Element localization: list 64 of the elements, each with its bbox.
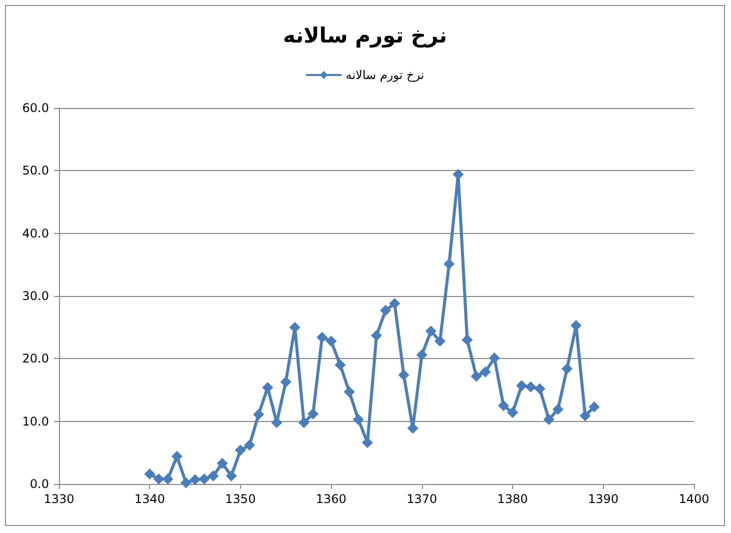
point xyxy=(334,359,346,370)
point xyxy=(543,414,554,425)
point xyxy=(462,334,473,346)
point xyxy=(507,407,518,418)
point xyxy=(498,400,509,412)
point xyxy=(253,408,264,420)
point xyxy=(516,380,528,392)
point xyxy=(244,440,255,451)
point xyxy=(398,369,410,380)
point xyxy=(425,326,436,337)
point xyxy=(452,168,464,180)
point xyxy=(470,370,482,382)
point xyxy=(316,332,328,343)
point xyxy=(534,383,546,394)
point xyxy=(389,298,400,310)
point xyxy=(362,437,373,448)
y-tick-label: 30.0 xyxy=(22,289,49,303)
point xyxy=(180,477,192,488)
y-tick-label: 60.0 xyxy=(22,101,49,115)
point xyxy=(434,336,446,347)
point xyxy=(552,404,564,415)
y-tick-label: 50.0 xyxy=(22,164,49,178)
point xyxy=(190,474,201,486)
point xyxy=(153,473,164,484)
point xyxy=(144,468,156,480)
x-tick-label: 1360 xyxy=(316,492,346,506)
point xyxy=(326,336,337,347)
point xyxy=(416,349,428,360)
point xyxy=(308,408,318,420)
point xyxy=(352,414,364,425)
point xyxy=(198,473,210,484)
y-tick-label: 10.0 xyxy=(22,414,49,428)
point xyxy=(171,450,182,462)
chart-title: نرخ تورم سالانه xyxy=(282,24,448,48)
point xyxy=(162,473,174,484)
x-tick-label: 1330 xyxy=(44,492,74,506)
y-tick-label: 0.0 xyxy=(30,477,49,491)
x-tick-label: 1380 xyxy=(497,492,528,506)
x-tick-label: 1370 xyxy=(406,492,438,506)
point xyxy=(298,417,310,428)
legend-label: نرخ تورم سالانه xyxy=(346,68,424,82)
point xyxy=(570,320,582,331)
point xyxy=(480,366,491,378)
point xyxy=(208,470,219,482)
x-tick-label: 1350 xyxy=(225,492,256,506)
point xyxy=(588,401,600,412)
x-tick-label: 1400 xyxy=(678,492,710,506)
point xyxy=(580,410,591,422)
point xyxy=(371,330,382,341)
point xyxy=(289,322,300,333)
point xyxy=(525,381,536,392)
y-tick-label: 40.0 xyxy=(22,226,49,240)
point xyxy=(226,470,237,482)
point xyxy=(280,376,292,388)
x-tick-label: 1390 xyxy=(588,492,619,506)
point xyxy=(488,352,500,364)
point xyxy=(380,304,392,316)
point xyxy=(216,458,228,469)
point xyxy=(444,258,455,270)
y-tick-label: 20.0 xyxy=(22,352,49,366)
point xyxy=(344,386,355,398)
point xyxy=(234,444,246,456)
x-tick-label: 1340 xyxy=(134,492,165,506)
point xyxy=(562,363,572,374)
